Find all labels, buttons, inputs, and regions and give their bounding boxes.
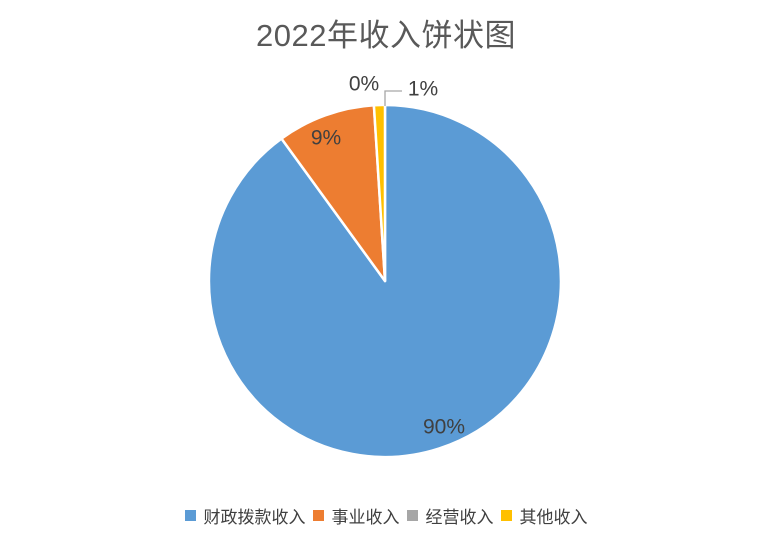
data-label-4: 1% xyxy=(408,78,438,101)
chart-title: 2022年收入饼状图 xyxy=(256,18,516,53)
label-leader-line xyxy=(384,90,402,106)
legend-label-2: 事业收入 xyxy=(331,508,400,527)
legend-label-4: 其他收入 xyxy=(519,508,588,527)
data-label-3: 0% xyxy=(349,73,379,96)
legend-marker-4 xyxy=(500,510,512,521)
legend: 财政拨款收入 事业收入 经营收入 其他收入 xyxy=(0,503,772,528)
legend-label-3: 经营收入 xyxy=(425,508,494,527)
legend-marker-3 xyxy=(406,510,418,521)
pie-slice-2 xyxy=(280,104,387,283)
legend-item-1: 财政拨款收入 xyxy=(184,503,306,528)
legend-marker-1 xyxy=(184,510,196,521)
data-label-2: 9% xyxy=(311,127,341,150)
legend-marker-2 xyxy=(312,510,324,521)
legend-label-1: 财政拨款收入 xyxy=(203,508,306,527)
legend-item-4: 其他收入 xyxy=(500,503,588,528)
legend-item-3: 经营收入 xyxy=(406,503,494,528)
legend-item-2: 事业收入 xyxy=(312,503,400,528)
data-label-1: 90% xyxy=(423,416,465,439)
